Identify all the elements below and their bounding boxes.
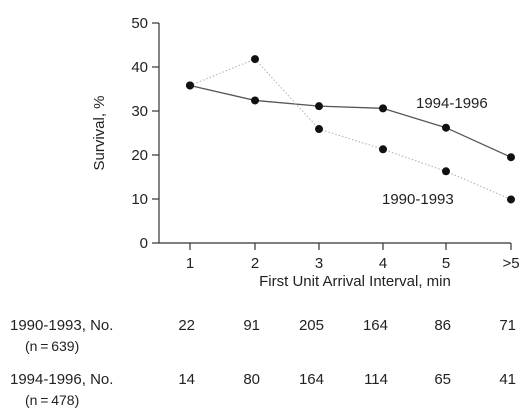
data-point [379,145,387,154]
data-point [442,123,450,132]
x-axis: 1 2 3 4 5 >5 [159,242,520,272]
y-tick-label: 50 [131,15,148,32]
table-row-sample-size: (n = 478) [25,392,79,408]
table-cell: 80 [243,371,260,388]
table-cell: 205 [299,317,324,334]
y-axis: 0 10 20 30 40 50 [131,15,160,252]
data-point [379,104,387,113]
counts-table: 1990-1993, No. (n = 639) 22 91 205 164 86 71 199… [10,317,516,408]
table-cell: 41 [499,371,516,388]
series-group [186,55,515,204]
data-point [507,195,515,204]
x-tick-label: 1 [186,255,194,272]
y-tick-label: 20 [131,147,148,164]
x-axis-title: First Unit Arrival Interval, min [259,273,451,290]
data-point [442,167,450,176]
x-tick-label: 3 [315,255,323,272]
table-cell: 71 [499,317,516,334]
table-cell: 65 [434,371,451,388]
y-tick-label: 40 [131,59,148,76]
table-row-label: 1990-1993, No. [10,317,113,334]
x-tick-label: >5 [502,255,519,272]
data-point [251,55,259,64]
series-line-1990-1993 [189,58,512,200]
table-cell: 86 [434,317,451,334]
table-cell: 91 [243,317,260,334]
data-point [315,102,323,111]
x-tick-label: 2 [251,255,259,272]
data-point [315,125,323,134]
series-line-1994-1996 [189,84,512,158]
data-point [186,81,194,90]
table-cell: 164 [363,317,388,334]
table-cell: 14 [178,371,195,388]
y-tick-label: 0 [140,235,148,252]
x-tick-label: 5 [442,255,450,272]
series-label-1994-1996: 1994-1996 [416,95,488,112]
table-row-sample-size: (n = 639) [25,338,79,354]
table-row-label: 1994-1996, No. [10,371,113,388]
y-axis-title: Survival, % [91,95,108,170]
table-cell: 114 [364,371,388,388]
y-tick-label: 10 [131,191,148,208]
table-cell: 164 [299,371,324,388]
data-point [507,153,515,162]
y-tick-label: 30 [131,103,148,120]
table-cell: 22 [178,317,195,334]
data-point [251,96,259,105]
series-label-1990-1993: 1990-1993 [382,191,454,208]
x-tick-label: 4 [379,255,387,272]
